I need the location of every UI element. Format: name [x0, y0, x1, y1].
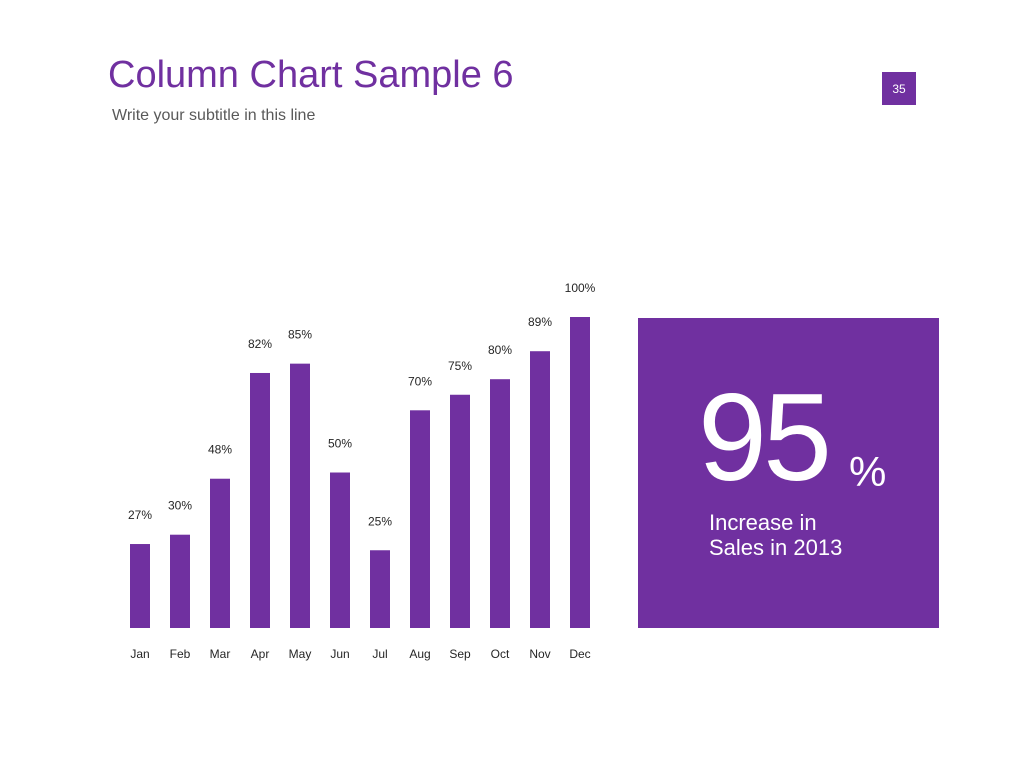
category-label-jan: Jan [130, 647, 149, 661]
value-label-aug: 70% [408, 374, 432, 388]
category-label-oct: Oct [491, 647, 510, 661]
category-label-nov: Nov [529, 647, 550, 661]
bar-feb [170, 534, 190, 628]
value-label-mar: 48% [208, 443, 232, 457]
bar-dec [570, 317, 590, 628]
bar-jul [370, 550, 390, 628]
stat-unit: % [849, 448, 887, 495]
bar-oct [490, 379, 510, 628]
stat-value: 95 [698, 369, 832, 507]
value-label-nov: 89% [528, 315, 552, 329]
value-label-feb: 30% [168, 499, 192, 513]
value-label-jul: 25% [368, 514, 392, 528]
chart-value-labels: 27% 30% 48% 82% 85% 50% 25% 70% 75% 80% 89% 100% [128, 281, 596, 528]
category-label-sep: Sep [449, 647, 471, 661]
stat-callout-box: 95 % Increase in Sales in 2013 [638, 318, 939, 628]
chart-category-labels: Jan Feb Mar Apr May Jun Jul Aug Sep Oct Nov Dec [130, 647, 590, 661]
category-label-mar: Mar [210, 647, 231, 661]
page-number-badge: 35 [882, 72, 916, 105]
category-label-apr: Apr [251, 647, 270, 661]
bar-mar [210, 478, 230, 628]
slide-title: Column Chart Sample 6 [108, 54, 514, 96]
category-label-aug: Aug [409, 647, 430, 661]
bar-nov [530, 351, 550, 628]
stat-caption-line-1: Increase in [709, 510, 817, 535]
category-label-jun: Jun [330, 647, 349, 661]
stat-caption-line-2: Sales in 2013 [709, 535, 843, 560]
bar-jan [130, 544, 150, 628]
category-label-jul: Jul [372, 647, 387, 661]
bar-aug [410, 410, 430, 628]
bar-sep [450, 394, 470, 628]
category-label-feb: Feb [170, 647, 191, 661]
category-label-may: May [289, 647, 312, 661]
value-label-may: 85% [288, 328, 312, 342]
category-label-dec: Dec [569, 647, 590, 661]
value-label-apr: 82% [248, 337, 272, 351]
bar-jun [330, 472, 350, 628]
slide-subtitle: Write your subtitle in this line [112, 107, 316, 124]
value-label-oct: 80% [488, 343, 512, 357]
value-label-dec: 100% [565, 281, 596, 295]
value-label-jun: 50% [328, 437, 352, 451]
stat-caption: Increase in Sales in 2013 [709, 510, 909, 560]
chart-bars [130, 317, 590, 628]
bar-apr [250, 372, 270, 628]
value-label-jan: 27% [128, 508, 152, 522]
bar-may [290, 363, 310, 628]
value-label-sep: 75% [448, 359, 472, 373]
column-chart: 27% 30% 48% 82% 85% 50% 25% 70% 75% 80% 89% 100% Ja… [128, 281, 596, 661]
